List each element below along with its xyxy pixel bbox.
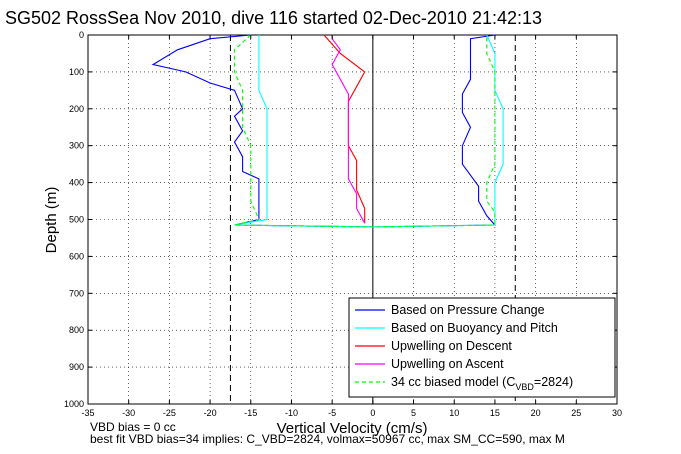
x-tick-label: 25 [571,408,581,418]
y-tick-label: 200 [69,104,84,114]
x-tick-label: -15 [244,408,257,418]
y-tick-label: 100 [69,67,84,77]
x-tick-label: -35 [81,408,94,418]
legend-label: Based on Buoyancy and Pitch [391,321,558,335]
best-fit-note: best fit VBD bias=34 implies: C_VBD=2824… [90,432,565,446]
y-tick-label: 400 [69,178,84,188]
legend-label: Upwelling on Descent [391,339,512,353]
vbd-bias-note: VBD bias = 0 cc [90,420,176,434]
ticks: -35 -30 -25 -20 -15 -10 -5 0 5 10 15 20 25 3001002003… [64,30,622,418]
y-tick-label: 0 [79,30,84,40]
y-tick-label: 800 [69,325,84,335]
y-tick-label: 1000 [64,399,84,409]
chart-title: SG502 RossSea Nov 2010, dive 116 started… [5,8,542,28]
y-tick-label: 700 [69,288,84,298]
x-tick-label: 10 [449,408,459,418]
y-axis-label: Depth (m) [43,187,60,254]
y-tick-label: 600 [69,251,84,261]
legend-box [348,297,616,398]
legend-label: Upwelling on Ascent [391,357,504,371]
series-line [331,35,366,224]
x-tick-label: 15 [490,408,500,418]
legend-label: Based on Pressure Change [391,303,545,317]
x-tick-label: 5 [411,408,416,418]
x-tick-label: 20 [531,408,541,418]
x-tick-label: -20 [204,408,217,418]
grid [88,35,617,404]
x-tick-label: 30 [612,408,622,418]
series-layer [151,34,504,228]
x-axis-label: Vertical Velocity (cm/s) [277,420,428,437]
y-tick-label: 500 [69,215,84,225]
series-line [151,34,497,228]
x-tick-label: 0 [370,408,375,418]
series-line [233,34,496,228]
x-tick-label: -10 [285,408,298,418]
y-tick-label: 900 [69,362,84,372]
legend: Based on Pressure Change Based on Buoyanc… [348,297,616,398]
y-tick-label: 300 [69,141,84,151]
x-tick-label: -25 [163,408,176,418]
x-tick-label: -30 [122,408,135,418]
x-tick-label: -5 [328,408,336,418]
